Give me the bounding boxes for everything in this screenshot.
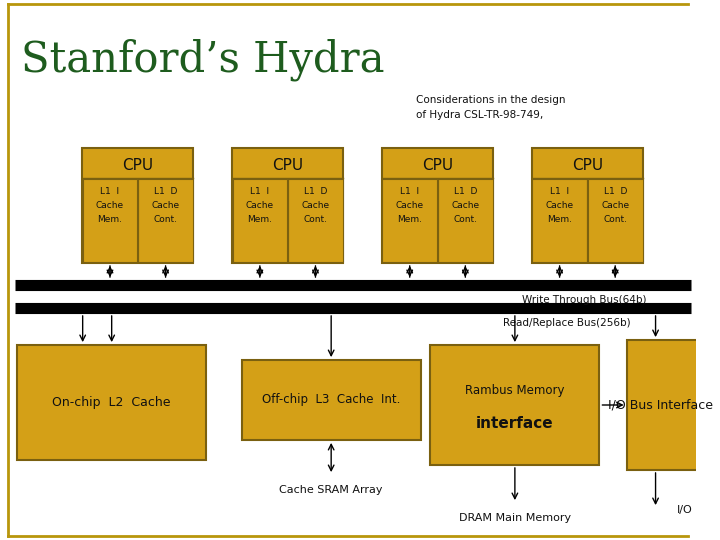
Text: L1  I: L1 I	[100, 186, 120, 195]
Bar	[532, 148, 643, 263]
Text: I/O: I/O	[677, 505, 693, 515]
Text: Cache: Cache	[451, 200, 480, 210]
Text: Cache: Cache	[151, 200, 180, 210]
Text: Cache: Cache	[302, 200, 330, 210]
Text: CPU: CPU	[422, 159, 453, 173]
Bar	[82, 148, 194, 263]
Text: L1  D: L1 D	[154, 186, 177, 195]
Bar	[588, 179, 642, 262]
Bar	[431, 345, 600, 465]
Bar	[288, 179, 343, 262]
Text: of Hydra CSL-TR-98-749,: of Hydra CSL-TR-98-749,	[415, 110, 543, 120]
Text: Cache: Cache	[601, 200, 629, 210]
Text: L1  I: L1 I	[251, 186, 269, 195]
Bar	[382, 148, 493, 263]
Bar	[17, 345, 206, 460]
Text: Stanford’s Hydra: Stanford’s Hydra	[22, 39, 384, 81]
Text: Off-chip  L3  Cache  Int.: Off-chip L3 Cache Int.	[262, 394, 400, 407]
Text: Cont.: Cont.	[454, 214, 477, 224]
Text: L1  D: L1 D	[603, 186, 627, 195]
Bar	[532, 179, 587, 262]
Text: Cont.: Cont.	[303, 214, 328, 224]
Text: Mem.: Mem.	[97, 214, 122, 224]
Text: Cache: Cache	[96, 200, 124, 210]
Text: CPU: CPU	[122, 159, 153, 173]
Bar	[242, 360, 420, 440]
Bar	[438, 179, 492, 262]
Text: Considerations in the design: Considerations in the design	[415, 95, 565, 105]
Text: L1  D: L1 D	[304, 186, 327, 195]
Text: CPU: CPU	[272, 159, 303, 173]
Text: Cache: Cache	[546, 200, 574, 210]
Text: Cache SRAM Array: Cache SRAM Array	[279, 485, 383, 495]
Text: Mem.: Mem.	[547, 214, 572, 224]
Text: Cache: Cache	[396, 200, 424, 210]
Bar	[382, 179, 437, 262]
Text: Rambus Memory: Rambus Memory	[465, 384, 564, 397]
Text: Cont.: Cont.	[153, 214, 178, 224]
Text: L1  I: L1 I	[550, 186, 570, 195]
Bar	[232, 148, 343, 263]
Bar	[138, 179, 193, 262]
Text: CPU: CPU	[572, 159, 603, 173]
Text: Cont.: Cont.	[603, 214, 627, 224]
Text: Write Through Bus(64b): Write Through Bus(64b)	[522, 295, 647, 305]
Text: I/O Bus Interface: I/O Bus Interface	[608, 399, 713, 411]
Text: L1  I: L1 I	[400, 186, 419, 195]
Text: interface: interface	[476, 415, 554, 430]
Text: Mem.: Mem.	[248, 214, 272, 224]
Text: DRAM Main Memory: DRAM Main Memory	[459, 513, 571, 523]
Bar	[83, 179, 138, 262]
Text: L1  D: L1 D	[454, 186, 477, 195]
Text: Read/Replace Bus(256b): Read/Replace Bus(256b)	[503, 318, 631, 328]
Text: On-chip  L2  Cache: On-chip L2 Cache	[53, 396, 171, 409]
Text: Cache: Cache	[246, 200, 274, 210]
Bar	[626, 340, 720, 470]
Bar	[233, 179, 287, 262]
Text: Mem.: Mem.	[397, 214, 422, 224]
